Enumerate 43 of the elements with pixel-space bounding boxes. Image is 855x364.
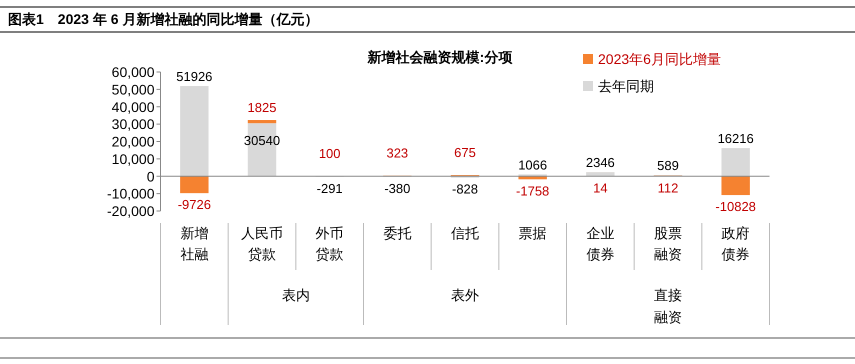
data-label: 2346	[586, 155, 615, 170]
chart-subtitle: 新增社会融资规模:分项	[366, 49, 514, 65]
data-label: -380	[384, 180, 410, 196]
x-tick-label: 委托	[383, 225, 412, 241]
y-tick-label: 30,000	[112, 116, 155, 132]
x-tick-label: 票据	[518, 225, 547, 241]
text: 表内	[282, 287, 310, 303]
data-label: 323	[386, 146, 408, 161]
legend-label: 去年同期	[598, 78, 654, 94]
data-label: -9726	[178, 197, 211, 212]
y-tick-label: 60,000	[112, 64, 155, 80]
data-label: 112	[658, 180, 678, 196]
x-tick-label: 企业债券	[586, 225, 614, 262]
x-tick-label: 新增社融	[180, 225, 208, 262]
data-label: 30540	[244, 133, 280, 148]
data-label: 51926	[176, 69, 212, 84]
y-tick-label: 10,000	[112, 150, 155, 167]
data-label: -10828	[715, 199, 756, 214]
y-tick-label: 40,000	[112, 98, 155, 115]
chart-title: 图表1 2023 年 6 月新增社融的同比增量（亿元）	[8, 11, 318, 27]
legend-label: 2023年6月同比增量	[598, 51, 721, 67]
data-label: -1758	[516, 183, 550, 198]
data-label: 589	[657, 158, 679, 174]
data-label: -828	[452, 182, 478, 197]
y-tick-label: 20,000	[112, 134, 155, 150]
y-tick-label: 0	[146, 168, 155, 184]
data-label: 675	[454, 145, 476, 160]
x-tick-label: 人民币贷款	[241, 225, 283, 262]
y-tick-label: -20,000	[107, 203, 155, 219]
y-tick-label: -10,000	[107, 186, 155, 202]
data-label: 1066	[518, 157, 548, 172]
data-label: 1825	[248, 100, 276, 116]
data-label: 14	[593, 180, 608, 196]
x-tick-label: 信托	[451, 225, 479, 241]
data-label: -291	[316, 180, 343, 196]
text: 直接融资	[654, 287, 682, 325]
text: 表外	[451, 287, 479, 303]
data-label: 100	[318, 146, 341, 162]
x-tick-label: 政府债券	[722, 225, 750, 262]
x-tick-label: 股票融资	[654, 225, 682, 262]
x-tick-label: 外币贷款	[316, 225, 344, 262]
y-tick-label: 50,000	[112, 81, 155, 98]
data-label: 16216	[718, 131, 754, 146]
